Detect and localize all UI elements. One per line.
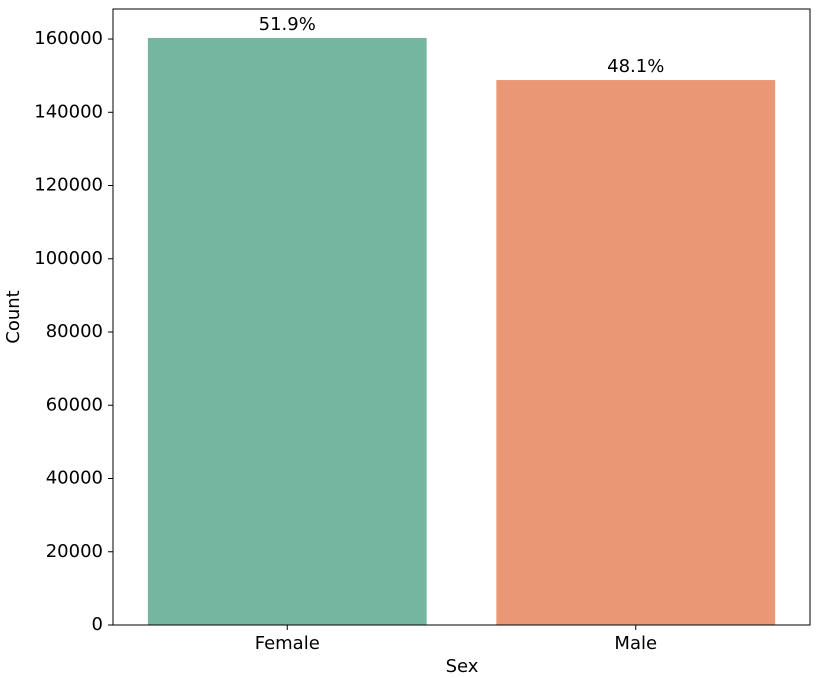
- x-tick-label: Female: [255, 633, 320, 654]
- y-tick-label: 20000: [46, 541, 103, 562]
- x-axis-label: Sex: [446, 656, 479, 677]
- x-tick-label: Male: [614, 633, 657, 654]
- y-tick-label: 40000: [46, 468, 103, 489]
- y-tick-label: 80000: [46, 321, 103, 342]
- bar-annotation: 51.9%: [259, 14, 316, 35]
- bar: [496, 80, 776, 625]
- y-tick-label: 120000: [34, 175, 103, 196]
- bar-annotation: 48.1%: [607, 56, 664, 77]
- bar: [147, 37, 427, 625]
- y-tick-label: 0: [92, 614, 103, 635]
- y-axis-label: Count: [3, 290, 24, 343]
- y-tick-label: 160000: [34, 28, 103, 49]
- plot-frame: [112, 8, 811, 626]
- y-tick-label: 140000: [34, 101, 103, 122]
- y-tick-label: 60000: [46, 394, 103, 415]
- y-tick-label: 100000: [34, 248, 103, 269]
